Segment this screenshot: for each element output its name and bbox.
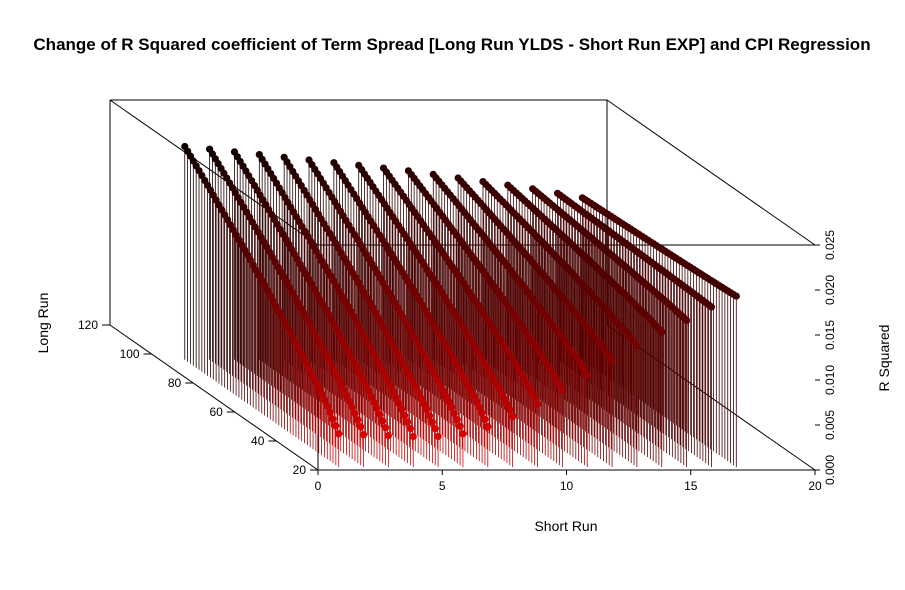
data-point	[658, 329, 665, 336]
data-point	[454, 416, 461, 423]
data-point	[335, 430, 342, 437]
z-tick-label: 0.025	[823, 230, 837, 260]
data-point	[434, 433, 441, 440]
data-point	[385, 432, 392, 439]
box-edge	[607, 100, 815, 245]
y-tick-label: 80	[168, 376, 182, 390]
data-point	[429, 418, 436, 425]
z-tick-label: 0.005	[823, 410, 837, 440]
y-tick-label: 40	[251, 434, 265, 448]
data-point	[398, 406, 405, 413]
data-point	[584, 372, 591, 379]
x-tick-label: 20	[808, 479, 822, 493]
data-point	[354, 416, 361, 423]
data-point	[478, 410, 485, 417]
data-point	[404, 418, 411, 425]
data-point	[531, 394, 538, 401]
data-point	[332, 422, 339, 429]
data-point	[351, 410, 358, 417]
data-point	[481, 416, 488, 423]
data-point	[608, 357, 615, 364]
z-tick-label: 0.000	[823, 455, 837, 485]
x-tick-label: 5	[439, 479, 446, 493]
data-point	[432, 425, 439, 432]
z-tick-label: 0.010	[823, 365, 837, 395]
data-point	[451, 410, 458, 417]
x-axis-label: Short Run	[534, 518, 597, 534]
data-point	[506, 406, 513, 413]
data-point	[484, 423, 491, 430]
data-point	[324, 403, 331, 410]
data-point	[559, 387, 566, 394]
data-point	[410, 433, 417, 440]
x-tick-label: 15	[684, 479, 698, 493]
data-point	[360, 431, 367, 438]
data-point	[509, 413, 516, 420]
z-axis-label: R Squared	[876, 325, 892, 392]
data-point	[426, 412, 433, 419]
data-point	[376, 411, 383, 418]
data-point	[456, 423, 463, 430]
y-tick-label: 20	[293, 463, 307, 477]
data-point	[708, 303, 715, 310]
data-point	[379, 417, 386, 424]
data-point	[329, 415, 336, 422]
chart-title: Change of R Squared coefficient of Term …	[33, 35, 870, 54]
data-point	[459, 430, 466, 437]
data-point	[349, 404, 356, 411]
y-tick-label: 60	[209, 405, 223, 419]
data-point	[534, 401, 541, 408]
y-tick-label: 120	[78, 318, 98, 332]
data-point	[633, 342, 640, 349]
data-point	[407, 425, 414, 432]
data-point	[733, 293, 740, 300]
data-point	[373, 405, 380, 412]
x-tick-label: 0	[315, 479, 322, 493]
data-point	[327, 409, 334, 416]
y-tick-label: 100	[120, 347, 140, 361]
y-axis-label: Long Run	[35, 293, 51, 354]
data-point	[401, 412, 408, 419]
data-point	[382, 424, 389, 431]
data-point	[683, 317, 690, 324]
x-tick-label: 10	[560, 479, 574, 493]
z-tick-label: 0.020	[823, 275, 837, 305]
z-tick-label: 0.015	[823, 320, 837, 350]
data-point	[357, 423, 364, 430]
